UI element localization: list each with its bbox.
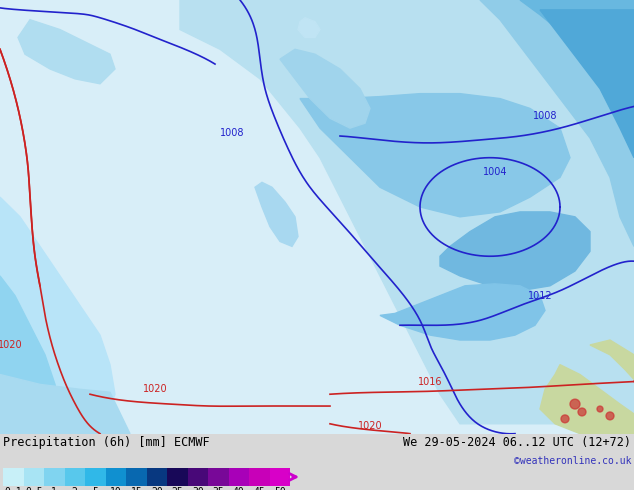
Text: 2: 2 <box>72 487 78 490</box>
Text: ©weatheronline.co.uk: ©weatheronline.co.uk <box>514 456 631 466</box>
Circle shape <box>597 406 603 412</box>
Text: 1020: 1020 <box>358 421 382 431</box>
Text: We 29-05-2024 06..12 UTC (12+72): We 29-05-2024 06..12 UTC (12+72) <box>403 436 631 449</box>
Bar <box>269 468 290 486</box>
Text: 0.1: 0.1 <box>4 487 22 490</box>
Text: 25: 25 <box>171 487 183 490</box>
Bar <box>249 468 269 486</box>
Text: 1008: 1008 <box>533 111 557 122</box>
Bar <box>146 468 167 486</box>
Bar <box>228 468 249 486</box>
Circle shape <box>606 412 614 420</box>
Polygon shape <box>540 365 634 434</box>
Text: 35: 35 <box>212 487 224 490</box>
Bar <box>23 468 44 486</box>
Text: 20: 20 <box>151 487 163 490</box>
Polygon shape <box>0 197 115 434</box>
Text: 5: 5 <box>93 487 98 490</box>
Circle shape <box>570 399 580 409</box>
Polygon shape <box>300 94 570 217</box>
Text: 40: 40 <box>233 487 245 490</box>
Polygon shape <box>540 10 634 158</box>
Text: 10: 10 <box>110 487 122 490</box>
Polygon shape <box>280 49 370 128</box>
Text: 50: 50 <box>274 487 286 490</box>
Polygon shape <box>480 0 634 246</box>
Bar <box>65 468 85 486</box>
Text: 45: 45 <box>254 487 265 490</box>
Text: 1: 1 <box>51 487 57 490</box>
Circle shape <box>561 415 569 423</box>
Bar <box>126 468 146 486</box>
Bar <box>3 468 23 486</box>
Polygon shape <box>380 284 545 340</box>
Polygon shape <box>180 0 634 424</box>
Polygon shape <box>440 212 590 291</box>
Text: 30: 30 <box>192 487 204 490</box>
Text: Precipitation (6h) [mm] ECMWF: Precipitation (6h) [mm] ECMWF <box>3 436 210 449</box>
Bar <box>105 468 126 486</box>
Text: 1012: 1012 <box>527 291 552 301</box>
Circle shape <box>578 408 586 416</box>
Polygon shape <box>0 374 130 434</box>
Text: 0.5: 0.5 <box>25 487 42 490</box>
Polygon shape <box>298 18 320 37</box>
Text: 1016: 1016 <box>418 377 443 388</box>
Polygon shape <box>18 20 115 84</box>
Text: 1008: 1008 <box>220 128 244 138</box>
Bar <box>85 468 105 486</box>
Bar <box>208 468 228 486</box>
Text: 15: 15 <box>131 487 142 490</box>
Polygon shape <box>590 340 634 379</box>
Bar <box>167 468 188 486</box>
Polygon shape <box>520 0 634 118</box>
Text: 1020: 1020 <box>0 340 22 350</box>
Polygon shape <box>0 276 60 434</box>
Polygon shape <box>255 182 298 246</box>
Text: 1004: 1004 <box>482 168 507 177</box>
Text: 1020: 1020 <box>143 384 167 394</box>
Bar <box>44 468 65 486</box>
Bar <box>188 468 208 486</box>
